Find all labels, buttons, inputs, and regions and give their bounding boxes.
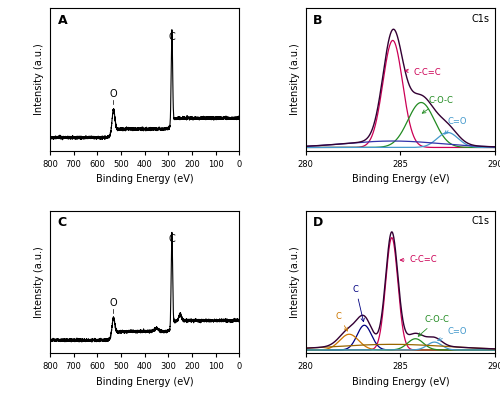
Text: C-C=C: C-C=C (400, 255, 438, 264)
Text: C-O-C: C-O-C (422, 96, 454, 113)
Text: C1s: C1s (472, 216, 490, 226)
Text: C: C (336, 312, 347, 331)
X-axis label: Binding Energy (eV): Binding Energy (eV) (352, 174, 449, 184)
Y-axis label: Intensity (a.u.): Intensity (a.u.) (34, 246, 44, 318)
Text: C: C (168, 234, 175, 244)
Y-axis label: Intensity (a.u.): Intensity (a.u.) (290, 43, 300, 115)
Text: D: D (313, 216, 324, 229)
Text: C: C (168, 32, 175, 42)
Text: C-O-C: C-O-C (418, 315, 450, 336)
X-axis label: Binding Energy (eV): Binding Energy (eV) (96, 377, 194, 387)
Text: O: O (110, 298, 117, 308)
Text: C1s: C1s (472, 13, 490, 24)
X-axis label: Binding Energy (eV): Binding Energy (eV) (352, 377, 449, 387)
Text: C: C (58, 216, 66, 229)
Text: A: A (58, 13, 67, 27)
Text: C=O: C=O (444, 117, 467, 134)
Text: O: O (110, 89, 117, 99)
Y-axis label: Intensity (a.u.): Intensity (a.u.) (290, 246, 300, 318)
Y-axis label: Intensity (a.u.): Intensity (a.u.) (34, 43, 44, 115)
Text: C-C=C: C-C=C (405, 67, 441, 77)
Text: B: B (313, 13, 322, 27)
Text: C=O: C=O (438, 327, 467, 341)
X-axis label: Binding Energy (eV): Binding Energy (eV) (96, 174, 194, 184)
Text: C: C (353, 285, 364, 322)
